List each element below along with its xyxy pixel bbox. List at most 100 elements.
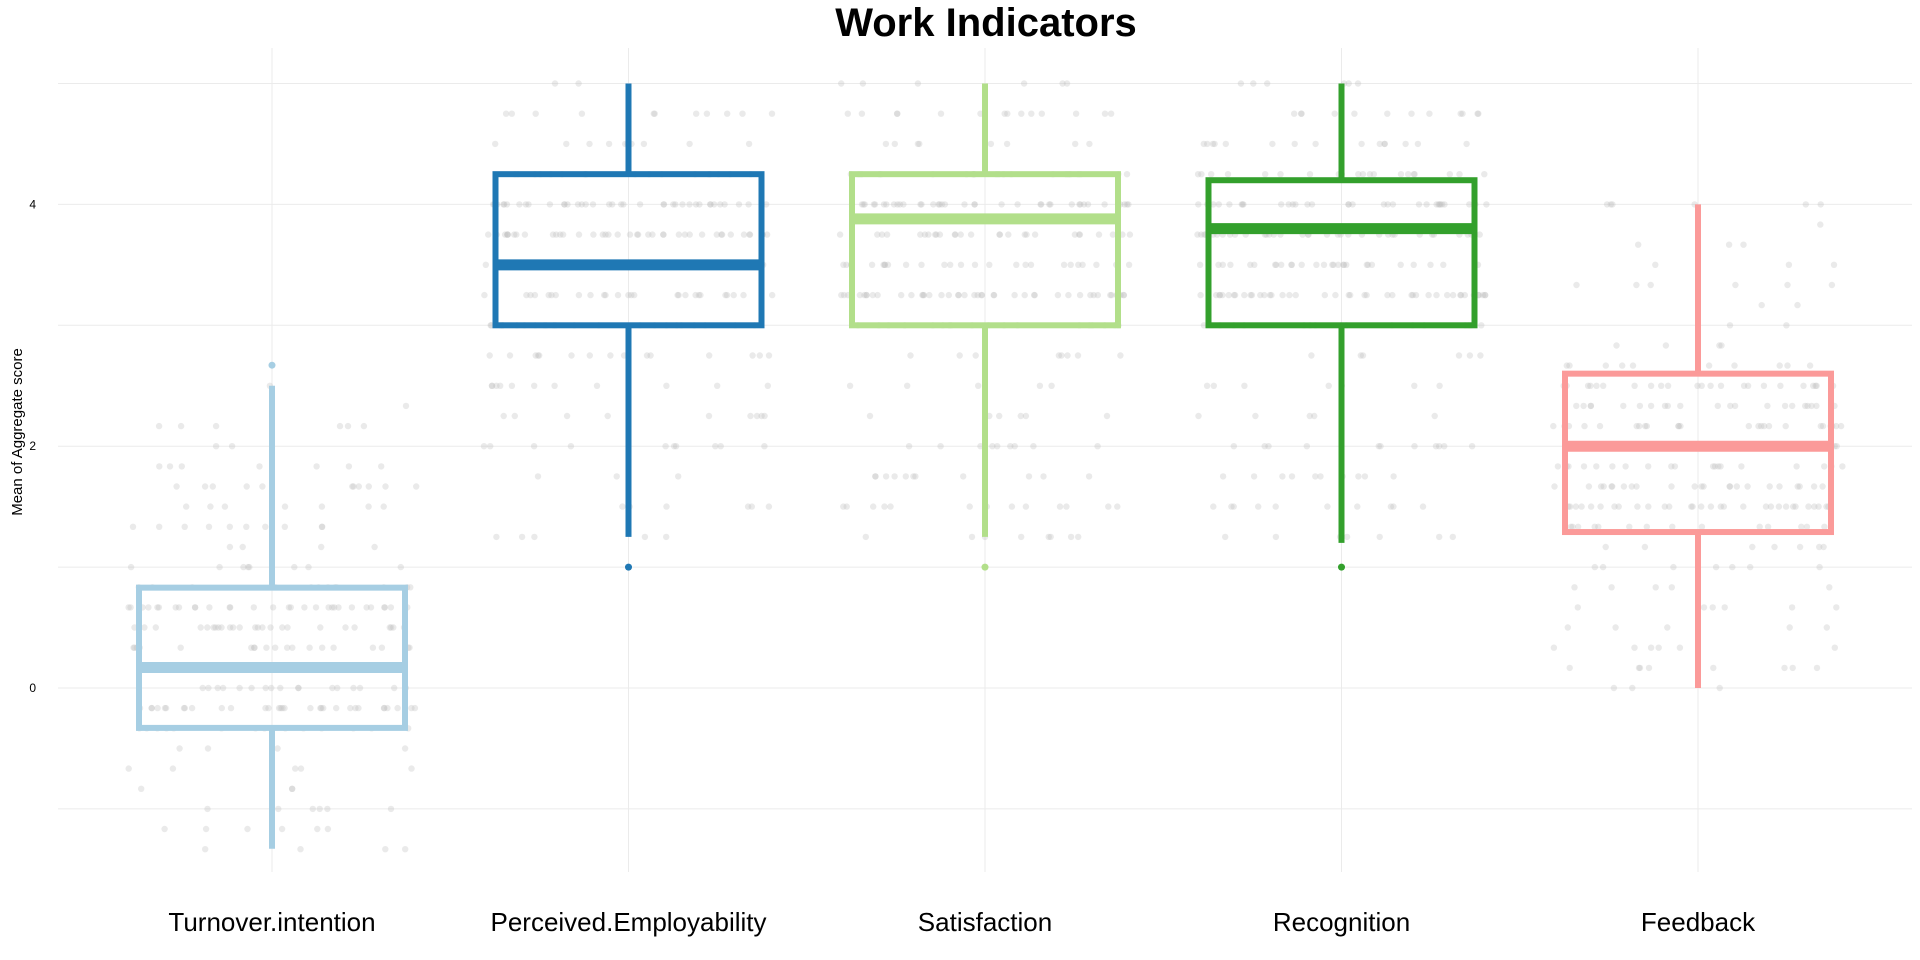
jitter-point bbox=[1063, 503, 1070, 510]
jitter-point bbox=[937, 443, 944, 450]
jitter-point bbox=[971, 291, 978, 299]
jitter-point bbox=[1714, 402, 1722, 410]
jitter-point bbox=[670, 201, 677, 208]
jitter-point bbox=[1014, 201, 1021, 208]
jitter-point bbox=[334, 684, 341, 692]
jitter-point bbox=[978, 291, 985, 299]
jitter-point bbox=[620, 201, 627, 208]
jitter-point bbox=[593, 382, 601, 389]
jitter-point bbox=[1643, 422, 1651, 430]
jitter-point bbox=[1298, 110, 1305, 117]
jitter-point bbox=[1013, 261, 1020, 268]
jitter-point bbox=[882, 140, 890, 148]
jitter-point bbox=[1196, 261, 1204, 268]
jitter-point bbox=[1813, 664, 1821, 672]
jitter-point bbox=[912, 473, 919, 480]
jitter-point bbox=[1359, 171, 1367, 178]
jitter-point bbox=[649, 231, 656, 238]
jitter-point bbox=[634, 231, 642, 238]
jitter-point bbox=[1794, 301, 1801, 309]
jitter-point bbox=[961, 291, 968, 299]
jitter-point bbox=[391, 684, 398, 692]
jitter-point bbox=[1591, 563, 1599, 571]
jitter-point bbox=[1789, 664, 1796, 672]
jitter-point bbox=[1005, 231, 1012, 238]
jitter-point bbox=[1079, 261, 1086, 268]
jitter-point bbox=[643, 352, 651, 359]
jitter-point bbox=[380, 704, 388, 712]
jitter-point bbox=[660, 201, 668, 208]
jitter-point bbox=[647, 352, 654, 359]
jitter-point bbox=[1239, 201, 1246, 208]
jitter-point bbox=[1437, 201, 1444, 208]
jitter-point bbox=[920, 291, 928, 299]
jitter-point bbox=[1721, 604, 1728, 611]
jitter-point bbox=[1726, 483, 1734, 490]
jitter-point bbox=[745, 201, 752, 208]
jitter-point bbox=[1247, 261, 1254, 268]
jitter-point bbox=[284, 624, 291, 631]
jitter-point bbox=[1571, 584, 1578, 591]
jitter-point bbox=[1370, 171, 1378, 178]
box-satisfaction bbox=[849, 83, 1121, 571]
jitter-point bbox=[1593, 463, 1600, 470]
jitter-point bbox=[176, 745, 183, 752]
jitter-point bbox=[844, 110, 851, 117]
jitter-point bbox=[705, 412, 713, 420]
jitter-point bbox=[1419, 503, 1427, 510]
jitter-point bbox=[1776, 362, 1783, 369]
jitter-point bbox=[397, 563, 404, 571]
jitter-point bbox=[387, 805, 395, 813]
jitter-point bbox=[706, 352, 713, 359]
jitter-point bbox=[858, 201, 866, 208]
jitter-point bbox=[904, 382, 911, 389]
box-iqr bbox=[1562, 370, 1834, 536]
jitter-point bbox=[1279, 291, 1286, 299]
jitter-point bbox=[1064, 352, 1071, 359]
jitter-point bbox=[932, 231, 939, 238]
jitter-point bbox=[868, 261, 876, 268]
jitter-point bbox=[874, 291, 881, 299]
jitter-point bbox=[212, 624, 219, 631]
jitter-point bbox=[1587, 402, 1595, 410]
jitter-point bbox=[1065, 291, 1072, 299]
jitter-point bbox=[672, 443, 680, 450]
jitter-point bbox=[1031, 231, 1039, 238]
jitter-point bbox=[1800, 382, 1807, 389]
jitter-point bbox=[919, 291, 926, 299]
jitter-point bbox=[1311, 412, 1318, 420]
jitter-point bbox=[1635, 664, 1643, 672]
jitter-point bbox=[996, 412, 1003, 420]
jitter-point bbox=[205, 523, 213, 530]
jitter-point bbox=[1288, 473, 1296, 480]
jitter-point bbox=[210, 624, 217, 631]
jitter-point bbox=[1652, 584, 1659, 591]
jitter-point bbox=[390, 624, 397, 631]
jitter-point bbox=[1744, 483, 1751, 490]
jitter-point bbox=[401, 745, 409, 752]
jitter-point bbox=[1626, 523, 1633, 530]
jitter-point bbox=[1355, 171, 1362, 178]
jitter-point bbox=[602, 291, 609, 299]
jitter-point bbox=[553, 231, 560, 238]
jitter-point bbox=[1596, 422, 1604, 430]
jitter-point bbox=[1368, 261, 1376, 268]
jitter-point bbox=[707, 201, 714, 208]
jitter-point bbox=[1717, 503, 1725, 510]
jitter-point bbox=[994, 443, 1001, 450]
jitter-point bbox=[305, 563, 312, 571]
jitter-point bbox=[675, 473, 682, 480]
jitter-point bbox=[641, 533, 649, 541]
jitter-point bbox=[1381, 140, 1388, 148]
jitter-point bbox=[1224, 171, 1232, 178]
jitter-point bbox=[1709, 463, 1717, 470]
jitter-point bbox=[968, 533, 976, 541]
jitter-point bbox=[1642, 422, 1649, 430]
jitter-point bbox=[843, 503, 850, 510]
jitter-point bbox=[887, 503, 894, 510]
jitter-point bbox=[1436, 533, 1443, 541]
jitter-point bbox=[226, 543, 234, 551]
jitter-point bbox=[631, 291, 638, 299]
jitter-point bbox=[1441, 201, 1448, 208]
jitter-point bbox=[1219, 473, 1227, 480]
